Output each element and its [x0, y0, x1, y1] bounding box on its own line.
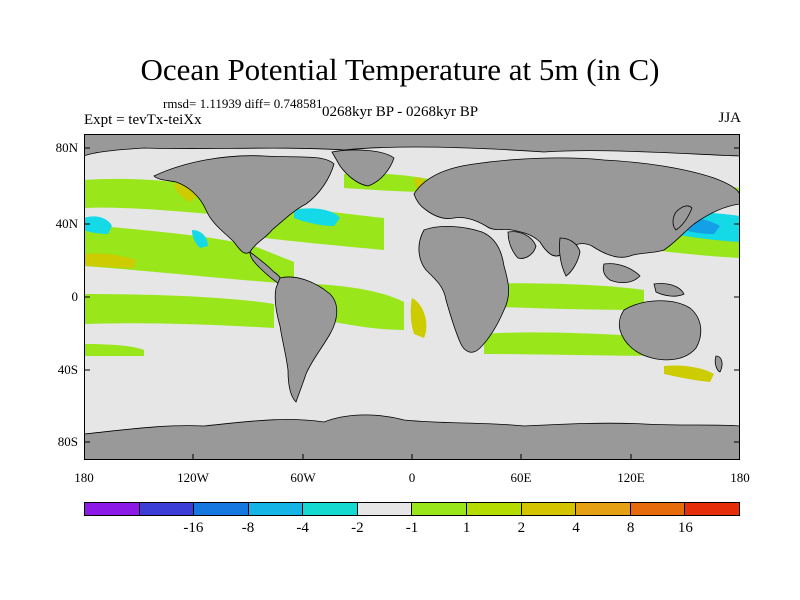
period-label: 0268kyr BP - 0268kyr BP — [322, 104, 479, 120]
warm-anomaly-bands — [84, 173, 740, 356]
legend-label-3: -2 — [351, 520, 364, 536]
japan — [672, 205, 693, 231]
india — [559, 237, 581, 277]
legend-label-7: 4 — [572, 520, 580, 536]
lat-tick-40s: 40S — [57, 362, 78, 377]
legend-label-8: 8 — [626, 520, 635, 536]
legend-swatch-9 — [576, 503, 631, 515]
lat-tick-0: 0 — [71, 289, 79, 304]
legend-label-0: -16 — [183, 520, 204, 536]
world-map — [84, 134, 740, 460]
south-america — [274, 276, 338, 403]
legend-swatch-11 — [685, 503, 739, 515]
legend-swatch-5 — [357, 503, 413, 515]
experiment-label: Expt = tevTx-teiXx — [84, 112, 202, 128]
stats-line: rmsd= 1.11939 diff= 0.748581 — [163, 96, 323, 111]
lon-tick-60e: 60E — [510, 470, 532, 485]
legend-swatch-6 — [412, 503, 468, 515]
legend-swatch-4 — [303, 503, 358, 515]
legend-swatch-10 — [630, 503, 686, 515]
africa — [418, 226, 509, 353]
lon-tick-60w: 60W — [290, 470, 316, 485]
antarctica — [84, 414, 740, 460]
frame-ticks — [84, 147, 740, 460]
legend-label-9: 16 — [677, 520, 693, 536]
new-guinea — [653, 283, 685, 297]
new-zealand — [714, 355, 723, 373]
southeast-asia-islands — [602, 263, 641, 284]
legend-swatch-2 — [194, 503, 249, 515]
lat-tick-80s: 80S — [57, 434, 78, 449]
map-panel — [84, 134, 740, 460]
lon-tick-0: 0 — [408, 470, 416, 485]
land-masses — [84, 134, 740, 460]
legend-label-4: -1 — [405, 520, 419, 536]
legend-swatch-8 — [521, 503, 577, 515]
legend-label-6: 2 — [517, 520, 526, 536]
legend-label-1: -8 — [241, 520, 255, 536]
legend-label-5: 1 — [462, 520, 471, 536]
lat-tick-40n: 40N — [55, 216, 78, 231]
lon-tick-120w: 120W — [177, 470, 209, 485]
arabia — [507, 231, 537, 259]
australia — [618, 300, 702, 361]
legend-swatch-1 — [139, 503, 195, 515]
legend-swatch-3 — [248, 503, 304, 515]
season-label: JJA — [718, 110, 741, 126]
lon-tick-180e: 180 — [730, 470, 750, 485]
lat-tick-80n: 80N — [55, 140, 78, 155]
north-america — [153, 155, 335, 254]
legend-label-2: -4 — [296, 520, 309, 536]
lon-tick-120e: 120E — [617, 470, 645, 485]
plot-title: Ocean Potential Temperature at 5m (in C) — [140, 52, 660, 87]
moderate-warm-patches — [84, 177, 714, 382]
greenland — [331, 149, 395, 187]
legend-swatch-7 — [467, 503, 522, 515]
eurasia — [413, 157, 740, 258]
legend-swatch-0 — [85, 503, 140, 515]
color-legend-bar — [84, 502, 740, 516]
arctic-land — [84, 134, 740, 157]
lon-tick-180w: 180 — [74, 470, 94, 485]
